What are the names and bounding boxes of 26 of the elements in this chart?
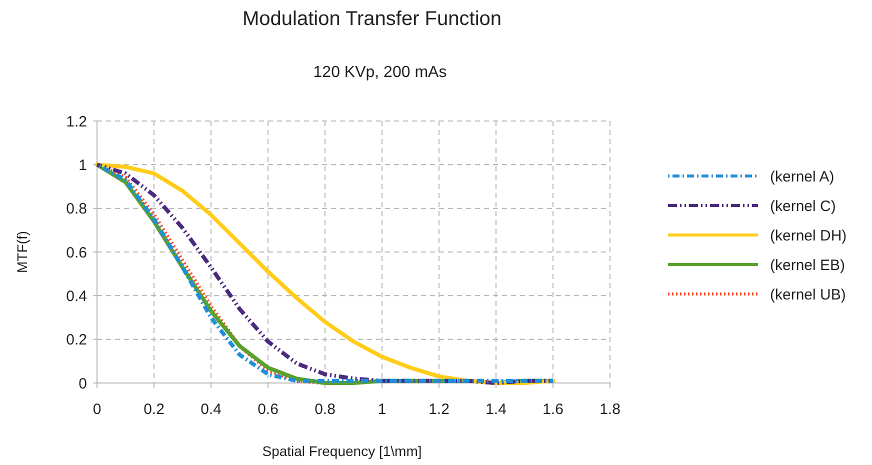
x-tick-label: 1.2 bbox=[428, 401, 450, 418]
y-tick-label: 0.2 bbox=[66, 332, 87, 349]
text: (kernel A) bbox=[770, 168, 834, 186]
x-tick-label: 1.4 bbox=[486, 401, 506, 418]
x-tick-label: 0.2 bbox=[144, 401, 164, 418]
y-tick-label: 0.8 bbox=[66, 200, 87, 218]
x-tick-label: 0 bbox=[92, 401, 102, 418]
x-tick-label: 1 bbox=[378, 401, 386, 418]
y-tick-label: 1.2 bbox=[66, 113, 87, 130]
y-tick-label: 1 bbox=[78, 156, 87, 174]
chart-title: Modulation Transfer Function bbox=[242, 8, 502, 30]
y-axis-title: MTF(f) bbox=[14, 231, 30, 273]
text: (kernel DH) bbox=[770, 227, 847, 244]
x-axis-title: Spatial Frequency [1\mm] bbox=[262, 443, 422, 459]
x-tick-label: 0.4 bbox=[200, 401, 222, 418]
text: (kernel UB) bbox=[770, 286, 846, 304]
x-tick-label: 1.8 bbox=[600, 401, 620, 418]
chart-subtitle: 120 KVp, 200 mAs bbox=[313, 64, 447, 81]
x-tick-label: 1.6 bbox=[542, 401, 564, 418]
text: (kernel EB) bbox=[770, 256, 846, 274]
y-tick-label: 0 bbox=[78, 375, 87, 392]
x-tick-label: 0.6 bbox=[258, 401, 278, 418]
y-tick-label: 0.6 bbox=[66, 244, 87, 262]
x-tick-label: 0.8 bbox=[314, 401, 336, 418]
y-tick-label: 0.4 bbox=[66, 288, 87, 305]
text: (kernel C) bbox=[770, 198, 836, 215]
